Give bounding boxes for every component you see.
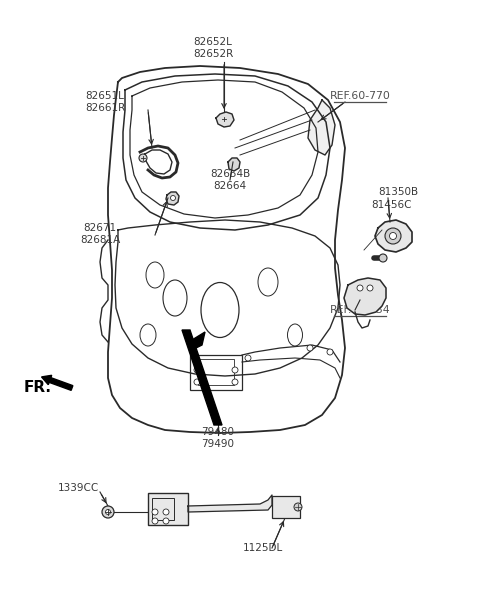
Text: REF.81-834: REF.81-834 bbox=[330, 305, 390, 315]
Bar bbox=[198, 359, 234, 385]
Circle shape bbox=[357, 285, 363, 291]
Circle shape bbox=[385, 228, 401, 244]
Text: 79480: 79480 bbox=[202, 427, 235, 437]
Text: 1125DL: 1125DL bbox=[243, 543, 283, 553]
Bar bbox=[152, 498, 174, 520]
Circle shape bbox=[232, 379, 238, 385]
Text: 81456C: 81456C bbox=[372, 200, 412, 210]
Text: 82652R: 82652R bbox=[193, 49, 233, 59]
Circle shape bbox=[102, 506, 114, 518]
Circle shape bbox=[152, 518, 158, 524]
Text: 82671: 82671 bbox=[84, 223, 117, 233]
Circle shape bbox=[367, 285, 373, 291]
Circle shape bbox=[294, 503, 302, 511]
Polygon shape bbox=[228, 158, 240, 171]
Text: 82652L: 82652L bbox=[193, 37, 232, 47]
Polygon shape bbox=[216, 112, 234, 127]
Text: 82661R: 82661R bbox=[85, 103, 125, 113]
Text: REF.60-770: REF.60-770 bbox=[330, 91, 390, 101]
Polygon shape bbox=[182, 330, 222, 425]
Text: 82654B: 82654B bbox=[210, 169, 250, 179]
Text: 1339CC: 1339CC bbox=[58, 483, 98, 493]
Circle shape bbox=[245, 355, 251, 361]
Circle shape bbox=[194, 379, 200, 385]
Polygon shape bbox=[192, 332, 205, 348]
FancyArrow shape bbox=[42, 375, 73, 390]
Circle shape bbox=[170, 195, 176, 201]
Text: FR.: FR. bbox=[24, 381, 52, 395]
Circle shape bbox=[379, 254, 387, 262]
Polygon shape bbox=[375, 220, 412, 252]
Bar bbox=[272, 496, 300, 518]
Text: 82664: 82664 bbox=[214, 181, 247, 191]
Circle shape bbox=[106, 510, 110, 515]
Text: 81350B: 81350B bbox=[378, 187, 418, 197]
Circle shape bbox=[327, 349, 333, 355]
Circle shape bbox=[139, 154, 147, 162]
Polygon shape bbox=[344, 278, 386, 315]
Circle shape bbox=[194, 367, 200, 373]
Text: 82681A: 82681A bbox=[80, 235, 120, 245]
Bar bbox=[148, 493, 188, 525]
Circle shape bbox=[307, 345, 313, 351]
Polygon shape bbox=[308, 100, 335, 155]
Text: 82651L: 82651L bbox=[85, 91, 124, 101]
Polygon shape bbox=[108, 66, 345, 433]
Polygon shape bbox=[166, 192, 179, 205]
Circle shape bbox=[389, 233, 396, 239]
Polygon shape bbox=[188, 495, 272, 512]
Circle shape bbox=[232, 367, 238, 373]
Bar bbox=[190, 355, 242, 390]
Circle shape bbox=[163, 518, 169, 524]
Text: 79490: 79490 bbox=[202, 439, 235, 449]
Circle shape bbox=[163, 509, 169, 515]
Circle shape bbox=[152, 509, 158, 515]
